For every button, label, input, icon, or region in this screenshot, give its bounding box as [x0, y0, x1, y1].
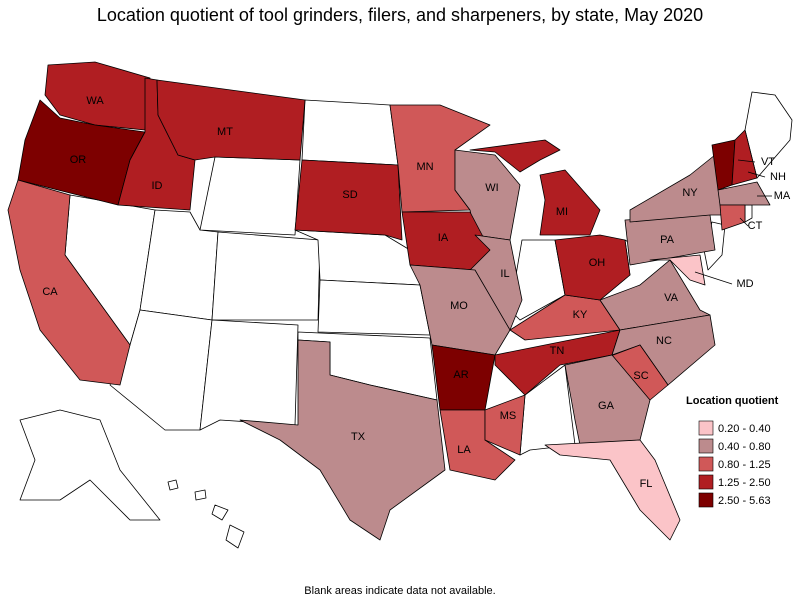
legend-label: 0.80 - 1.25	[718, 459, 771, 471]
state-shape	[554, 234, 631, 301]
state-no-data	[19, 409, 161, 521]
state-label: MS	[500, 410, 517, 422]
legend-title: Location quotient	[686, 395, 779, 407]
state-label: MI	[556, 206, 568, 218]
state-label: SD	[342, 189, 357, 201]
state-no-data	[199, 319, 299, 431]
state-shape	[294, 159, 403, 241]
state-shape	[719, 204, 746, 231]
state-no-data	[225, 524, 245, 549]
state	[469, 139, 601, 236]
state-label: TX	[351, 431, 366, 443]
state-label: IA	[438, 232, 449, 244]
state-label: SC	[633, 370, 648, 382]
state	[239, 339, 446, 541]
state-label: AR	[453, 369, 468, 381]
state-shape	[156, 79, 306, 161]
legend-label: 0.20 - 0.40	[718, 423, 771, 435]
state-label: WI	[485, 182, 498, 194]
state-no-data	[211, 504, 229, 521]
state-label: CA	[42, 286, 58, 298]
state-label: GA	[598, 400, 615, 412]
state-shape	[649, 254, 706, 286]
state	[7, 179, 131, 386]
state-shape	[239, 339, 446, 541]
state-label: KY	[573, 309, 588, 321]
state	[484, 394, 526, 456]
state	[649, 254, 706, 286]
leader-line	[739, 217, 749, 227]
footnote: Blank areas indicate data not available.	[304, 585, 495, 597]
state-label: ID	[152, 180, 163, 192]
states	[7, 61, 793, 549]
leader-line	[747, 171, 766, 178]
state-label: TN	[550, 345, 565, 357]
state	[544, 439, 681, 541]
state-label: MN	[416, 161, 433, 173]
state-no-data	[167, 479, 179, 491]
state-label: WA	[86, 95, 104, 107]
state-no-data	[301, 99, 399, 166]
state	[717, 181, 771, 206]
legend-swatch	[698, 456, 714, 472]
state-label: MO	[450, 300, 468, 312]
state-shape	[629, 154, 726, 223]
state-no-data	[199, 156, 301, 236]
legend-label: 2.50 - 5.63	[718, 495, 771, 507]
legend-swatch	[698, 420, 714, 436]
state	[731, 129, 758, 186]
state-label: MD	[736, 278, 753, 290]
state-shape	[44, 61, 151, 131]
state-label: FL	[640, 478, 653, 490]
state-label: VA	[664, 292, 679, 304]
state-label: NC	[656, 335, 672, 347]
state-no-data	[317, 279, 431, 336]
state-label: LA	[457, 444, 471, 456]
state-label: NY	[682, 187, 698, 199]
state-label: VT	[761, 156, 775, 168]
state-label: NH	[770, 171, 786, 183]
state-shape	[717, 181, 771, 206]
leader-line	[694, 271, 733, 285]
state	[156, 79, 306, 161]
state	[629, 154, 726, 223]
state	[554, 234, 631, 301]
legend-label: 1.25 - 2.50	[718, 477, 771, 489]
state-shape	[731, 129, 758, 186]
leader-line	[737, 159, 756, 163]
state-shape	[539, 169, 601, 236]
state	[719, 204, 746, 231]
title: Location quotient of tool grinders, file…	[97, 5, 703, 25]
legend-swatch	[698, 492, 714, 508]
state	[44, 61, 151, 131]
legend-label: 0.40 - 0.80	[718, 441, 771, 453]
state-shape	[469, 139, 561, 173]
state	[294, 159, 403, 241]
state-label: IL	[500, 268, 509, 280]
state-shape	[7, 179, 131, 386]
legend-swatch	[698, 438, 714, 454]
legend-swatch	[698, 474, 714, 490]
state-label: MA	[774, 190, 791, 202]
state-label: MT	[217, 126, 233, 138]
state-shape	[544, 439, 681, 541]
state-label: PA	[660, 234, 675, 246]
state-label: OH	[589, 257, 606, 269]
state-no-data	[211, 231, 321, 321]
state-shape	[484, 394, 526, 456]
state-label: OR	[70, 154, 87, 166]
state-no-data	[194, 489, 207, 501]
state-label: CT	[748, 220, 763, 232]
